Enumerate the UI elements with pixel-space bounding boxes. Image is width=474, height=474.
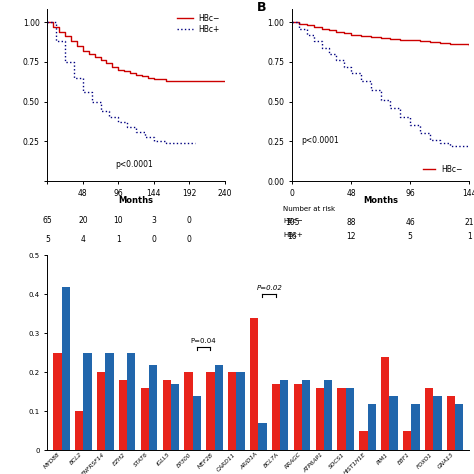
Bar (455, 403, 464, 450)
Bar (368, 403, 376, 450)
Bar (411, 403, 419, 450)
Text: P=0.04: P=0.04 (191, 338, 217, 344)
Text: 20: 20 (78, 216, 88, 225)
Bar (75, 411, 83, 450)
Text: 5: 5 (408, 232, 412, 241)
Bar (258, 423, 267, 450)
Text: 88: 88 (346, 218, 356, 227)
Bar (127, 353, 136, 450)
Text: Months: Months (118, 196, 154, 205)
Text: 10: 10 (113, 216, 123, 225)
Bar (228, 372, 237, 450)
Bar (403, 431, 411, 450)
Bar (53, 353, 62, 450)
Bar (215, 365, 223, 450)
Bar (272, 384, 280, 450)
Bar (62, 287, 70, 450)
Bar (237, 372, 245, 450)
Bar (294, 384, 302, 450)
Text: HBc−: HBc− (283, 218, 303, 224)
Bar (171, 384, 179, 450)
Text: 65: 65 (43, 216, 52, 225)
Text: 12: 12 (346, 232, 356, 241)
Text: 16: 16 (287, 232, 297, 241)
Text: 1: 1 (467, 232, 472, 241)
Bar (324, 380, 332, 450)
Bar (97, 372, 105, 450)
Bar (425, 388, 433, 450)
Bar (83, 353, 92, 450)
Bar (433, 396, 441, 450)
Bar (280, 380, 289, 450)
Text: Number at risk: Number at risk (283, 207, 335, 212)
Bar (193, 396, 201, 450)
Text: HBc+: HBc+ (283, 232, 303, 238)
Bar (316, 388, 324, 450)
Bar (184, 372, 193, 450)
Text: 0: 0 (187, 235, 191, 244)
Bar (141, 388, 149, 450)
Bar (447, 396, 455, 450)
Text: 0: 0 (151, 235, 156, 244)
Text: 46: 46 (405, 218, 415, 227)
Text: p<0.0001: p<0.0001 (115, 160, 153, 169)
Bar (302, 380, 310, 450)
Bar (346, 388, 354, 450)
Text: B: B (256, 1, 266, 14)
Bar (119, 380, 127, 450)
Text: 4: 4 (81, 235, 85, 244)
Bar (105, 353, 114, 450)
Bar (390, 396, 398, 450)
Legend: HBc−: HBc− (420, 162, 465, 177)
Text: Months: Months (363, 196, 398, 205)
Bar (206, 372, 215, 450)
Bar (337, 388, 346, 450)
Text: p<0.0001: p<0.0001 (301, 137, 338, 146)
Text: 1: 1 (116, 235, 121, 244)
Bar (163, 380, 171, 450)
Bar (359, 431, 368, 450)
Bar (250, 318, 258, 450)
Text: 21: 21 (465, 218, 474, 227)
Bar (381, 357, 390, 450)
Bar (149, 365, 157, 450)
Text: 5: 5 (45, 235, 50, 244)
Text: 105: 105 (285, 218, 299, 227)
Legend: HBc−, HBc+: HBc−, HBc+ (176, 13, 221, 34)
Text: P=0.02: P=0.02 (256, 285, 282, 291)
Text: 0: 0 (187, 216, 191, 225)
Text: 3: 3 (151, 216, 156, 225)
